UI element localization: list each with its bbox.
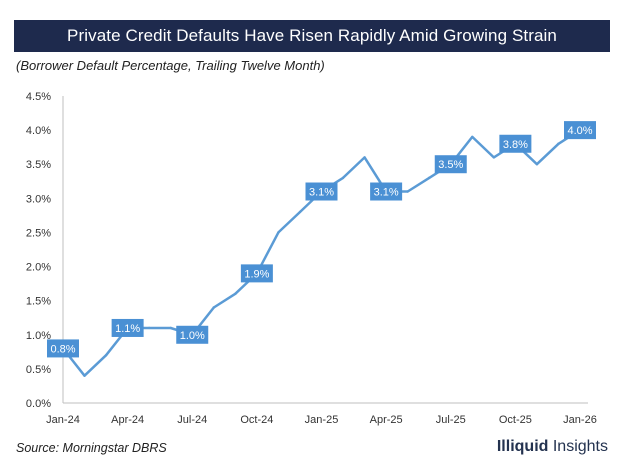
- x-tick-label: Apr-25: [370, 414, 403, 426]
- chart-title-bar: Private Credit Defaults Have Risen Rapid…: [14, 20, 610, 52]
- source-note: Source: Morningstar DBRS: [16, 441, 167, 455]
- y-tick-label: 2.5%: [26, 227, 51, 239]
- data-label: 0.8%: [50, 343, 75, 355]
- brand-name-light: Insights: [548, 438, 608, 455]
- data-label-box: [370, 182, 403, 201]
- chart-title: Private Credit Defaults Have Risen Rapid…: [67, 26, 557, 45]
- y-tick-label: 3.0%: [26, 193, 51, 205]
- data-label-box: [305, 182, 338, 201]
- x-tick-label: Jul-24: [177, 414, 207, 426]
- data-label: 3.8%: [503, 139, 528, 151]
- data-point: [298, 210, 302, 214]
- data-point: [363, 156, 366, 159]
- data-point: [147, 326, 151, 330]
- data-label: 3.1%: [309, 187, 334, 199]
- data-label-box: [111, 318, 144, 337]
- data-point: [406, 190, 409, 193]
- data-point: [104, 354, 108, 357]
- data-label: 1.1%: [115, 323, 140, 335]
- data-label-box: [240, 264, 273, 283]
- data-point: [428, 176, 431, 180]
- data-point: [234, 292, 237, 296]
- data-label-box: [434, 155, 467, 174]
- data-label: 4.0%: [567, 125, 592, 137]
- y-tick-label: 4.5%: [26, 91, 51, 103]
- y-tick-label: 3.5%: [26, 159, 51, 171]
- y-tick-label: 0.5%: [26, 364, 51, 376]
- x-tick-label: Jan-24: [46, 414, 80, 426]
- x-tick-label: Jan-26: [563, 414, 597, 426]
- series-line: [61, 128, 582, 377]
- data-label-box: [499, 134, 532, 153]
- y-tick-label: 1.5%: [26, 296, 51, 308]
- data-label: 1.9%: [244, 268, 269, 280]
- data-label-box: [47, 339, 79, 358]
- data-point: [169, 326, 172, 330]
- data-label-box: [564, 121, 596, 140]
- data-point: [535, 163, 539, 166]
- data-label: 3.5%: [438, 159, 463, 171]
- y-tick-label: 4.0%: [26, 125, 51, 137]
- x-tick-label: Jan-25: [305, 414, 339, 426]
- data-point: [471, 135, 474, 139]
- x-tick-label: Oct-25: [499, 414, 532, 426]
- data-point: [277, 231, 280, 234]
- data-label-box: [176, 325, 209, 344]
- x-tick-label: Oct-24: [240, 414, 273, 426]
- data-point: [341, 176, 345, 180]
- data-point: [557, 142, 560, 145]
- x-tick-label: Jul-25: [436, 414, 466, 426]
- brand-logo: Illiquid Insights: [497, 438, 608, 456]
- chart-subtitle: (Borrower Default Percentage, Trailing T…: [16, 58, 325, 73]
- x-tick-label: Apr-24: [111, 414, 144, 426]
- y-tick-label: 1.0%: [26, 330, 51, 342]
- data-label: 3.1%: [374, 187, 399, 199]
- data-point: [492, 156, 496, 159]
- data-point: [83, 374, 86, 377]
- data-point: [212, 306, 215, 309]
- data-label: 1.0%: [180, 330, 205, 342]
- y-tick-label: 0.0%: [26, 398, 51, 410]
- brand-name-strong: Illiquid: [496, 438, 549, 455]
- y-tick-label: 2.0%: [26, 262, 51, 274]
